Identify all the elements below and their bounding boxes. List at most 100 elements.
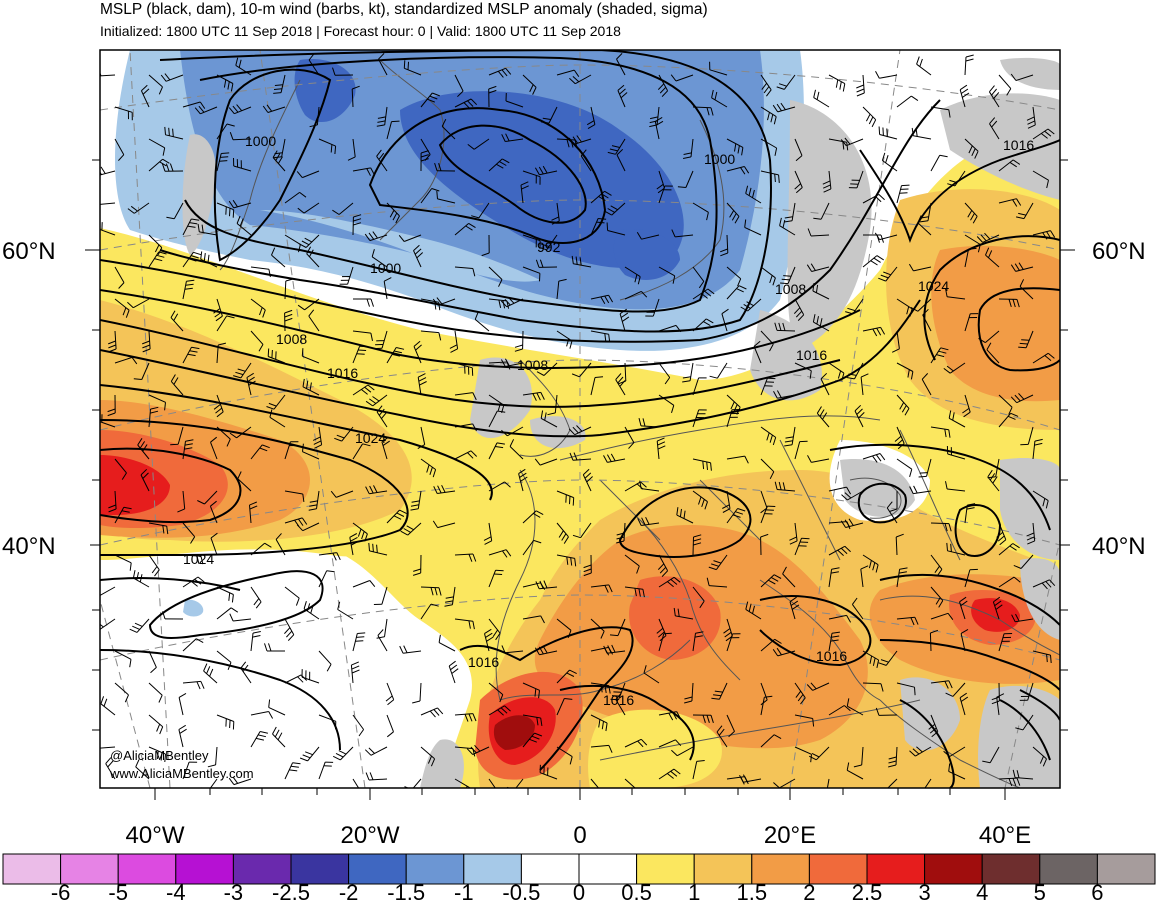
wind-barb: [624, 481, 641, 492]
wind-barb-flag: [191, 346, 200, 350]
wind-barb-flag: [189, 222, 198, 225]
wind-barb-flag: [713, 560, 722, 564]
wind-barb: [419, 682, 422, 702]
wind-barb-flag: [301, 348, 304, 357]
wind-barb: [437, 298, 456, 306]
wind-barb: [658, 74, 669, 92]
wind-barb: [760, 505, 768, 524]
wind-barb-flag: [1046, 231, 1052, 239]
wind-barb: [1032, 490, 1049, 502]
wind-barb: [316, 490, 320, 509]
wind-barb-flag: [332, 67, 336, 76]
wind-barb-flag: [874, 195, 882, 203]
wind-barb: [964, 234, 981, 245]
wind-barb-flag: [714, 690, 723, 693]
wind-barb: [689, 362, 694, 381]
wind-barb-flag: [259, 731, 269, 734]
wind-barb-flag: [656, 183, 664, 190]
wind-barb: [272, 733, 286, 748]
wind-barb: [948, 417, 966, 428]
wind-barb-flag: [987, 469, 993, 478]
wind-barb-flag: [860, 373, 869, 378]
wind-barb-flag: [948, 680, 953, 689]
wind-barb: [305, 234, 320, 248]
wind-barb: [623, 522, 626, 542]
wind-barb-flag: [909, 486, 914, 494]
wind-barb-flag: [450, 664, 458, 671]
wind-barb-flag: [881, 152, 886, 161]
wind-barb-flag: [298, 244, 301, 253]
wind-barb: [543, 362, 558, 376]
wind-barb-flag: [429, 467, 433, 475]
wind-barb-flag: [100, 628, 101, 630]
wind-barb: [929, 632, 932, 652]
wind-barb: [856, 170, 864, 189]
lon-label-40w: 40°W: [125, 822, 185, 849]
wind-barb-flag: [948, 109, 951, 118]
wind-barb-flag: [357, 632, 366, 634]
wind-barb: [518, 473, 524, 492]
wind-barb: [420, 92, 433, 108]
wind-barb-flag: [386, 731, 394, 738]
wind-barb-flag: [846, 142, 849, 151]
wind-barb-flag: [959, 692, 967, 699]
wind-barb-flag: [841, 494, 848, 501]
lat-label-60n-right: 60°N: [1092, 238, 1146, 265]
wind-barb: [954, 170, 966, 187]
wind-barb-flag: [220, 156, 229, 158]
wind-barb-flag: [944, 429, 947, 438]
wind-barb-flag: [213, 308, 221, 314]
wind-barb-flag: [314, 444, 322, 449]
wind-barb: [505, 362, 524, 367]
wind-barb: [989, 746, 1000, 763]
wind-barb-flag: [157, 750, 159, 759]
wind-barb: [556, 554, 575, 559]
wind-barb: [1032, 441, 1036, 460]
contour-1016-baltic: 1016: [796, 347, 827, 363]
wind-barb: [182, 490, 186, 509]
wind-barb-flag: [1027, 120, 1036, 125]
wind-barb-flag: [332, 755, 341, 761]
wind-barb-flag: [1008, 299, 1012, 308]
wind-barb: [658, 185, 666, 204]
wind-barb: [284, 586, 300, 599]
wind-barb: [284, 234, 301, 245]
wind-barb-flag: [156, 254, 165, 258]
lat-label-40n-right: 40°N: [1092, 533, 1146, 560]
wind-barb-flag: [710, 715, 714, 724]
wind-barb: [828, 74, 846, 85]
wind-barb: [267, 106, 286, 113]
wind-barb: [692, 409, 700, 428]
wind-barb-flag: [565, 494, 567, 503]
wind-barb-flag: [533, 513, 541, 518]
wind-barb-flag: [819, 409, 825, 417]
wind-barb: [182, 346, 192, 364]
wind-barb-flag: [776, 647, 782, 656]
wind-barb: [165, 134, 184, 140]
wind-barb-flag: [287, 634, 295, 641]
wind-barb-flag: [497, 70, 504, 78]
wind-barb-flag: [657, 83, 665, 90]
wind-barb: [862, 193, 880, 204]
wind-barb-flag: [886, 501, 893, 509]
wind-barb-flag: [131, 357, 138, 365]
wind-barb-flag: [141, 84, 148, 92]
wind-barb-flag: [391, 120, 400, 123]
wind-barb: [216, 426, 231, 440]
wind-barb-flag: [93, 169, 97, 176]
wind-barb: [580, 522, 592, 538]
wind-barb-flag: [186, 279, 195, 282]
wind-barb: [791, 202, 796, 221]
wind-barb-flag: [761, 82, 768, 90]
wind-barb-flag: [1041, 582, 1048, 590]
wind-barb-flag: [158, 694, 163, 703]
wind-barb-flag: [368, 542, 370, 551]
wind-barb: [488, 778, 496, 788]
wind-barb-flag: [616, 53, 623, 60]
wind-barb-flag: [544, 412, 547, 421]
wind-barb: [726, 234, 729, 254]
wind-barb-flag: [982, 760, 991, 764]
wind-barb-flag: [883, 271, 891, 276]
wind-barb-flag: [856, 408, 863, 415]
wind-barb-flag: [563, 536, 569, 544]
